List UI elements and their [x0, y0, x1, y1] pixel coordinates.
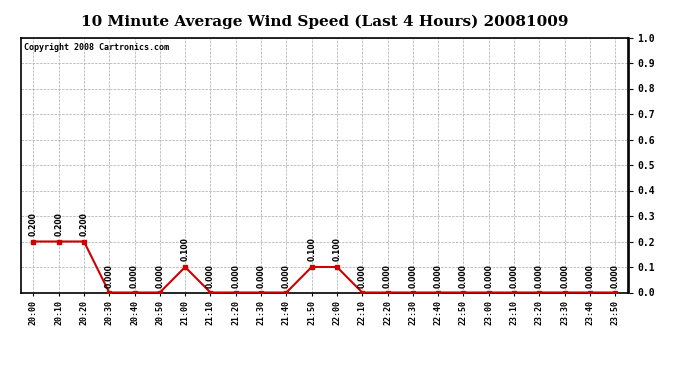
Text: 0.000: 0.000 — [433, 264, 443, 288]
Text: 0.000: 0.000 — [535, 264, 544, 288]
Text: 10 Minute Average Wind Speed (Last 4 Hours) 20081009: 10 Minute Average Wind Speed (Last 4 Hou… — [81, 15, 568, 29]
Text: 0.200: 0.200 — [79, 212, 88, 236]
Text: 0.000: 0.000 — [105, 264, 114, 288]
Text: 0.100: 0.100 — [307, 238, 316, 261]
Text: 0.000: 0.000 — [206, 264, 215, 288]
Text: 0.000: 0.000 — [459, 264, 468, 288]
Text: 0.000: 0.000 — [585, 264, 595, 288]
Text: 0.000: 0.000 — [408, 264, 417, 288]
Text: 0.000: 0.000 — [130, 264, 139, 288]
Text: 0.000: 0.000 — [257, 264, 266, 288]
Text: 0.000: 0.000 — [282, 264, 291, 288]
Text: 0.200: 0.200 — [54, 212, 63, 236]
Text: 0.000: 0.000 — [509, 264, 519, 288]
Text: 0.000: 0.000 — [357, 264, 367, 288]
Text: 0.000: 0.000 — [383, 264, 392, 288]
Text: 0.200: 0.200 — [29, 212, 38, 236]
Text: 0.100: 0.100 — [181, 238, 190, 261]
Text: 0.000: 0.000 — [231, 264, 240, 288]
Text: Copyright 2008 Cartronics.com: Copyright 2008 Cartronics.com — [23, 43, 169, 52]
Text: 0.000: 0.000 — [611, 264, 620, 288]
Text: 0.000: 0.000 — [560, 264, 569, 288]
Text: 0.000: 0.000 — [484, 264, 493, 288]
Text: 0.000: 0.000 — [155, 264, 164, 288]
Text: 0.100: 0.100 — [333, 238, 342, 261]
